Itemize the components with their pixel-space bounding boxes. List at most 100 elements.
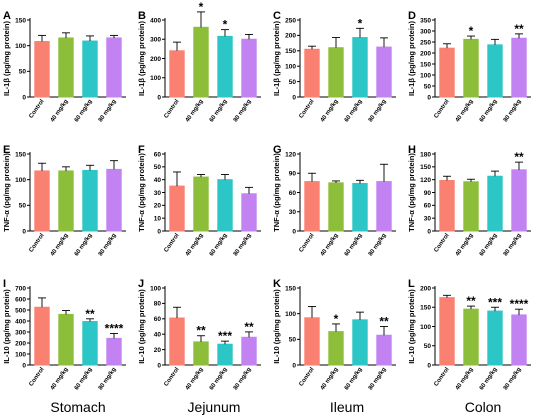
y-tick-label: 30 xyxy=(289,209,297,216)
y-tick-label: 500 xyxy=(15,307,26,314)
y-tick-label: 100 xyxy=(15,177,26,184)
bar xyxy=(169,50,185,98)
y-tick-label: 150 xyxy=(285,48,296,55)
panel-k: KIL-10 (pg/mg protein) 0 50 100 150 Control * 4… xyxy=(272,278,396,391)
panel-letter: H xyxy=(408,144,416,156)
bar xyxy=(463,181,479,232)
y-tick-label: 0 xyxy=(427,94,431,101)
y-tick-label: 400 xyxy=(15,318,26,325)
significance-mark: * xyxy=(199,0,204,14)
y-axis-label: IL-10 (pg/mg protein) xyxy=(272,289,281,364)
x-tick-label: Control xyxy=(298,232,315,253)
y-tick-label: 0 xyxy=(157,362,161,369)
y-tick-label: 150 xyxy=(285,285,296,292)
y-tick-label: 150 xyxy=(15,151,26,158)
x-tick-label: 40 mg/kg xyxy=(185,366,205,391)
x-tick-label: 40 mg/kg xyxy=(50,366,70,391)
x-tick-label: Control xyxy=(433,98,450,119)
bar xyxy=(241,336,257,366)
y-tick-label: 100 xyxy=(285,311,296,318)
bar xyxy=(376,334,392,366)
x-tick-label: Control xyxy=(298,98,315,119)
bar xyxy=(376,181,392,232)
x-tick-label: 80 mg/kg xyxy=(98,232,118,257)
significance-mark: * xyxy=(223,18,228,32)
x-tick-label: 40 mg/kg xyxy=(320,98,340,123)
y-tick-label: 60 xyxy=(289,190,297,197)
panel-letter: C xyxy=(273,10,281,22)
y-tick-label: 100 xyxy=(150,285,161,292)
panel-c: CIL-1β (pg/mg protein) 0 50 100 150 200 250 Con… xyxy=(272,10,396,123)
column-label-ileum: Ileum xyxy=(329,399,365,415)
panel-a: AIL-1β (pg/mg protein) 0 50 100 150 Control 40… xyxy=(2,10,126,123)
y-tick-label: 300 xyxy=(420,28,431,35)
y-tick-label: 50 xyxy=(289,337,297,344)
panel-i: IIL-10 (pg/mg protein) 0 100 200 300 400 500 60… xyxy=(2,278,126,391)
bar xyxy=(106,337,122,366)
y-tick-label: 200 xyxy=(285,33,296,40)
y-tick-label: 0 xyxy=(427,362,431,369)
x-tick-label: Control xyxy=(28,366,45,387)
bar xyxy=(376,46,392,98)
significance-mark: * xyxy=(334,312,339,326)
y-tick-label: 150 xyxy=(420,61,431,68)
panel-b: BIL-1β (pg/mg protein) 0 100 200 300 400 Contr… xyxy=(137,0,261,123)
y-tick-label: 40 xyxy=(154,332,162,339)
x-tick-label: 40 mg/kg xyxy=(50,98,70,123)
y-tick-label: 200 xyxy=(420,285,431,292)
y-axis-label: TNF-α (pg/mg protein) xyxy=(2,153,11,232)
panel-letter: J xyxy=(138,278,144,290)
bar xyxy=(487,175,503,232)
y-tick-label: 350 xyxy=(420,17,431,24)
x-tick-label: 60 mg/kg xyxy=(209,98,229,123)
bar xyxy=(34,170,50,232)
y-tick-label: 30 xyxy=(424,215,432,222)
x-tick-label: 60 mg/kg xyxy=(344,98,364,123)
panel-letter: D xyxy=(408,10,416,22)
panel-letter: E xyxy=(3,144,10,156)
x-tick-label: 40 mg/kg xyxy=(320,232,340,257)
bar xyxy=(34,41,50,98)
x-tick-label: 80 mg/kg xyxy=(503,366,523,391)
y-axis-label: TNF-α (pg/mg protein) xyxy=(272,153,281,232)
bar xyxy=(487,310,503,366)
y-tick-label: 120 xyxy=(420,177,431,184)
panel-j: JIL-10 (pg/mg protein) 0 20 40 60 80 100 Contro… xyxy=(137,278,261,391)
bar xyxy=(328,182,344,232)
y-tick-label: 0 xyxy=(22,362,26,369)
y-axis-label: IL-1β (pg/mg protein) xyxy=(2,21,11,96)
x-tick-label: Control xyxy=(433,232,450,253)
x-tick-label: 80 mg/kg xyxy=(233,232,253,257)
x-tick-label: Control xyxy=(163,232,180,253)
y-tick-label: 120 xyxy=(285,151,296,158)
bar xyxy=(217,35,233,98)
x-tick-label: 60 mg/kg xyxy=(479,98,499,123)
x-tick-label: 80 mg/kg xyxy=(503,98,523,123)
x-tick-label: 60 mg/kg xyxy=(209,366,229,391)
x-tick-label: 80 mg/kg xyxy=(98,366,118,391)
panel-letter: B xyxy=(138,10,146,22)
bar xyxy=(106,168,122,232)
x-tick-label: 60 mg/kg xyxy=(74,232,94,257)
y-tick-label: 100 xyxy=(15,351,26,358)
x-tick-label: 40 mg/kg xyxy=(455,98,475,123)
x-tick-label: 40 mg/kg xyxy=(185,232,205,257)
x-tick-label: 80 mg/kg xyxy=(98,98,118,123)
x-tick-label: 40 mg/kg xyxy=(185,98,205,123)
x-tick-label: 60 mg/kg xyxy=(74,366,94,391)
bar xyxy=(511,169,527,232)
panel-letter: G xyxy=(273,144,282,156)
y-tick-label: 400 xyxy=(150,17,161,24)
bar xyxy=(304,48,320,98)
y-tick-label: 50 xyxy=(154,164,162,171)
y-tick-label: 90 xyxy=(424,190,432,197)
bar xyxy=(439,47,455,98)
x-tick-label: Control xyxy=(28,98,45,119)
panel-l: LIL-10 (pg/mg protein) 0 50 100 150 200 Contro… xyxy=(407,278,531,391)
y-tick-label: 200 xyxy=(15,340,26,347)
x-tick-label: Control xyxy=(163,98,180,119)
y-tick-label: 200 xyxy=(150,56,161,63)
